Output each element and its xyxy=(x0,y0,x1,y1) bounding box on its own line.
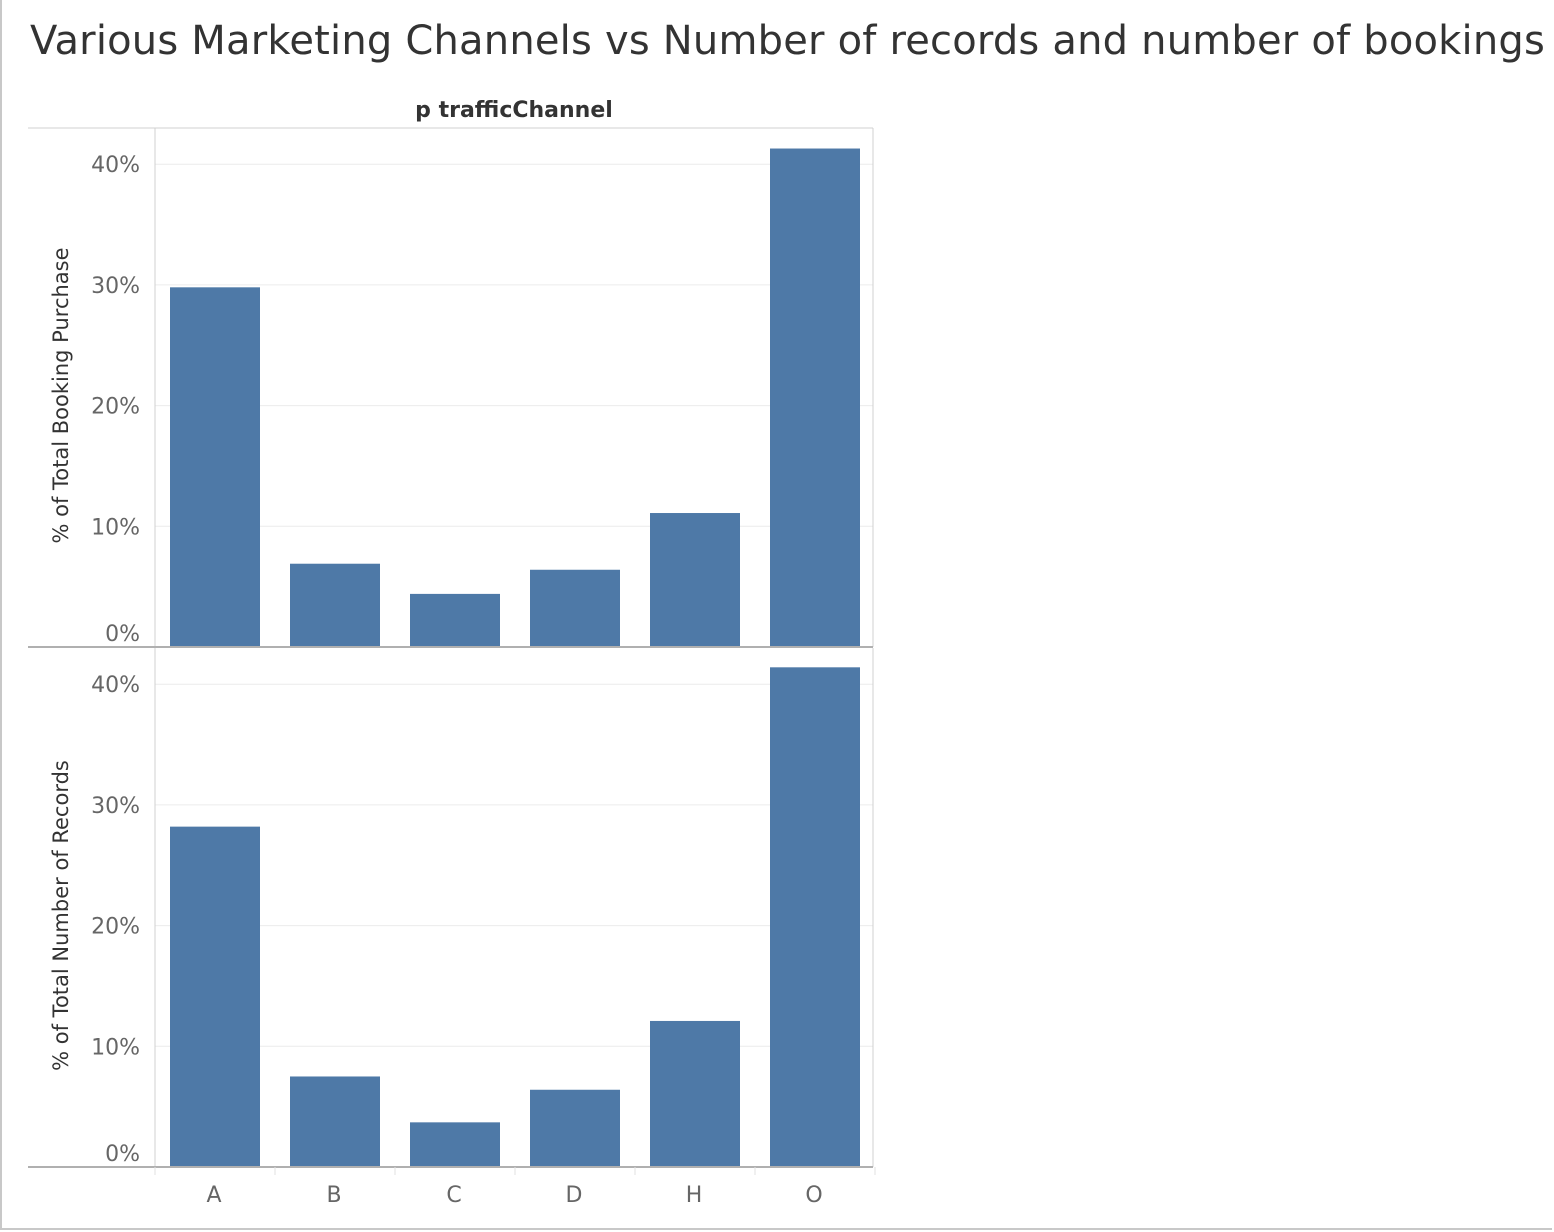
x-tick-label: O xyxy=(805,1183,822,1208)
column-header: p trafficChannel xyxy=(415,98,613,123)
y-tick-label: 40% xyxy=(91,673,140,698)
bar-a xyxy=(170,826,260,1167)
x-tick-label: B xyxy=(326,1183,341,1208)
x-tick-label: C xyxy=(446,1183,461,1208)
bar-h xyxy=(650,1020,740,1167)
y-tick-label: 20% xyxy=(91,395,140,420)
y-tick-label: 20% xyxy=(91,915,140,940)
bar-o xyxy=(770,667,860,1167)
bar-d xyxy=(530,569,620,647)
bar-b xyxy=(290,563,380,647)
bar-d xyxy=(530,1089,620,1167)
y-tick-label: 40% xyxy=(91,153,140,178)
y-tick-label: 0% xyxy=(105,622,140,647)
bar-h xyxy=(650,513,740,647)
x-tick-label: H xyxy=(686,1183,703,1208)
bar-c xyxy=(410,1122,500,1167)
bar-c xyxy=(410,593,500,647)
y-tick-label: 10% xyxy=(91,1035,140,1060)
y-tick-label: 30% xyxy=(91,274,140,299)
bar-o xyxy=(770,148,860,647)
bar-a xyxy=(170,287,260,647)
y-axis-label: % of Total Number of Records xyxy=(49,760,73,1071)
x-tick-label: D xyxy=(566,1183,583,1208)
y-tick-label: 10% xyxy=(91,515,140,540)
y-tick-label: 30% xyxy=(91,794,140,819)
bar-b xyxy=(290,1076,380,1167)
y-tick-label: 0% xyxy=(105,1142,140,1167)
y-axis-label: % of Total Booking Purchase xyxy=(49,247,73,543)
x-tick-label: A xyxy=(206,1183,221,1208)
page-title: Various Marketing Channels vs Number of … xyxy=(30,18,1546,64)
